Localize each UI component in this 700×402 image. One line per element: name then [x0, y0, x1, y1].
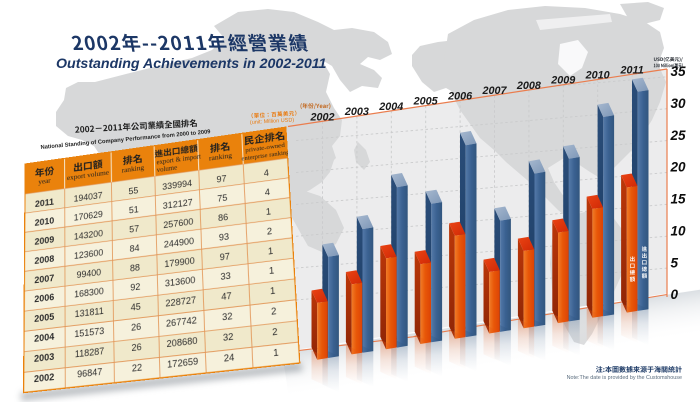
svg-text:1: 1 — [269, 266, 275, 277]
svg-text:123600: 123600 — [74, 248, 104, 261]
svg-text:2002: 2002 — [309, 111, 334, 123]
svg-text:33: 33 — [220, 271, 231, 282]
svg-text:2010: 2010 — [35, 215, 55, 228]
svg-text:year: year — [38, 177, 51, 186]
svg-text:2: 2 — [267, 226, 273, 236]
svg-text:131811: 131811 — [75, 306, 105, 319]
svg-text:244900: 244900 — [164, 236, 195, 250]
svg-text:2002: 2002 — [34, 371, 55, 384]
svg-text:2011: 2011 — [619, 64, 643, 76]
svg-text:75: 75 — [217, 193, 228, 204]
svg-text:97: 97 — [219, 251, 230, 262]
svg-text:168300: 168300 — [74, 286, 104, 299]
svg-text:ranking: ranking — [122, 164, 145, 174]
svg-text:22: 22 — [132, 362, 143, 373]
svg-text:(unit: Million USD): (unit: Million USD) — [250, 117, 295, 126]
svg-text:313600: 313600 — [165, 275, 196, 289]
svg-text:2006: 2006 — [447, 90, 473, 102]
svg-text:15: 15 — [671, 192, 687, 207]
svg-text:2: 2 — [271, 306, 277, 317]
svg-text:2006: 2006 — [34, 291, 54, 304]
svg-text:1: 1 — [266, 207, 272, 217]
svg-text:2003: 2003 — [344, 106, 369, 118]
svg-text:2: 2 — [272, 327, 278, 338]
svg-text:26: 26 — [131, 322, 142, 333]
svg-text:26: 26 — [131, 342, 142, 353]
svg-text:194037: 194037 — [74, 191, 103, 204]
svg-text:84: 84 — [129, 243, 140, 254]
svg-text:volume: volume — [157, 164, 178, 174]
svg-text:47: 47 — [221, 291, 232, 302]
svg-text:1: 1 — [268, 246, 274, 257]
svg-text:143200: 143200 — [74, 229, 104, 242]
svg-text:2007: 2007 — [34, 272, 54, 285]
svg-text:257600: 257600 — [163, 217, 194, 231]
svg-text:170629: 170629 — [74, 210, 104, 223]
svg-text:2009: 2009 — [550, 75, 575, 87]
svg-text:179900: 179900 — [164, 256, 195, 270]
svg-text:24: 24 — [224, 352, 235, 363]
svg-text:312127: 312127 — [163, 198, 194, 211]
svg-text:2007: 2007 — [481, 85, 507, 97]
svg-text:0: 0 — [671, 287, 679, 302]
svg-text:2004: 2004 — [34, 331, 55, 344]
svg-text:172659: 172659 — [167, 356, 199, 370]
svg-text:88: 88 — [130, 262, 141, 273]
svg-text:2010: 2010 — [585, 70, 610, 82]
svg-text:96847: 96847 — [77, 367, 103, 380]
svg-text:20: 20 — [670, 160, 687, 175]
svg-text:2008: 2008 — [516, 80, 541, 92]
svg-text:228727: 228727 — [165, 295, 196, 309]
svg-text:208680: 208680 — [166, 336, 198, 350]
svg-text:86: 86 — [218, 212, 229, 223]
svg-text:92: 92 — [130, 282, 141, 293]
svg-text:private-owned: private-owned — [245, 143, 285, 155]
svg-text:1: 1 — [273, 347, 279, 358]
svg-text:2005: 2005 — [34, 311, 54, 324]
svg-text:4: 4 — [265, 187, 271, 197]
svg-text:32: 32 — [222, 311, 233, 322]
svg-text:Outstanding Achievements in 20: Outstanding Achievements in 2002-2011 — [56, 56, 327, 72]
svg-text:57: 57 — [129, 224, 140, 235]
svg-text:10: 10 — [671, 223, 687, 238]
svg-text:25: 25 — [670, 128, 687, 143]
svg-text:1: 1 — [270, 286, 276, 297]
svg-text:93: 93 — [219, 232, 230, 243]
svg-text:2004: 2004 — [378, 101, 403, 113]
svg-text:55: 55 — [128, 186, 138, 197]
svg-text:2008: 2008 — [34, 253, 54, 266]
svg-text:51: 51 — [129, 205, 139, 216]
svg-text:4: 4 — [264, 168, 270, 178]
svg-text:45: 45 — [131, 302, 142, 313]
svg-text:ranking: ranking — [209, 152, 233, 163]
svg-text:30: 30 — [671, 96, 687, 111]
svg-text:151573: 151573 — [74, 326, 104, 339]
svg-text:118287: 118287 — [75, 346, 105, 359]
svg-text:339994: 339994 — [162, 179, 192, 192]
svg-text:267742: 267742 — [166, 315, 198, 329]
svg-text:Note:The date is provided by t: Note:The date is provided by the Customs… — [567, 375, 682, 381]
svg-text:5: 5 — [671, 255, 679, 270]
svg-text:2011: 2011 — [35, 196, 54, 209]
svg-text:32: 32 — [223, 332, 234, 343]
svg-text:2005: 2005 — [413, 96, 439, 108]
svg-text:97: 97 — [216, 174, 227, 185]
svg-text:2003: 2003 — [34, 351, 55, 364]
svg-text:99400: 99400 — [77, 267, 102, 280]
svg-text:2009: 2009 — [35, 234, 55, 247]
